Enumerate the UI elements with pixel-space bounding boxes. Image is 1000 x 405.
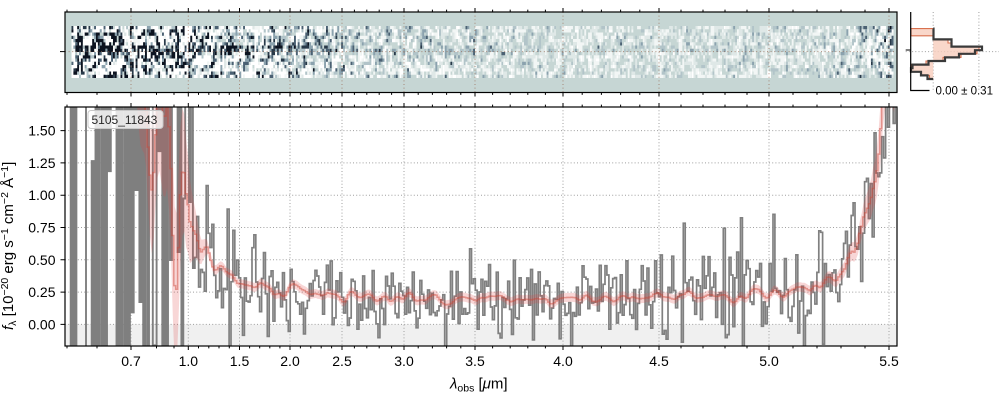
- svg-text:1.50: 1.50: [28, 123, 55, 139]
- svg-text:0.75: 0.75: [28, 220, 55, 236]
- svg-text:3.5: 3.5: [465, 353, 485, 369]
- svg-text:1.25: 1.25: [28, 155, 55, 171]
- svg-text:1.00: 1.00: [28, 187, 55, 203]
- svg-text:1.5: 1.5: [230, 353, 250, 369]
- svg-text:5.0: 5.0: [759, 353, 779, 369]
- svg-text:3.0: 3.0: [394, 353, 414, 369]
- svg-text:fλ [10−20 erg s−1 cm−2 Å−1]: fλ [10−20 erg s−1 cm−2 Å−1]: [0, 162, 19, 330]
- svg-text:0.00: 0.00: [28, 316, 55, 332]
- svg-text:1.0: 1.0: [179, 353, 199, 369]
- svg-text:0.7: 0.7: [121, 353, 141, 369]
- svg-text:λobs [μm]: λobs [μm]: [449, 376, 508, 395]
- svg-text:0.25: 0.25: [28, 284, 55, 300]
- svg-text:0.50: 0.50: [28, 252, 55, 268]
- svg-text:4.5: 4.5: [649, 353, 669, 369]
- svg-text:5.5: 5.5: [879, 353, 899, 369]
- svg-text:0.00 ± 0.31: 0.00 ± 0.31: [936, 85, 993, 97]
- svg-text:2.5: 2.5: [332, 353, 352, 369]
- svg-text:5105_11843: 5105_11843: [92, 113, 158, 127]
- svg-text:4.0: 4.0: [553, 353, 573, 369]
- svg-text:2.0: 2.0: [280, 353, 300, 369]
